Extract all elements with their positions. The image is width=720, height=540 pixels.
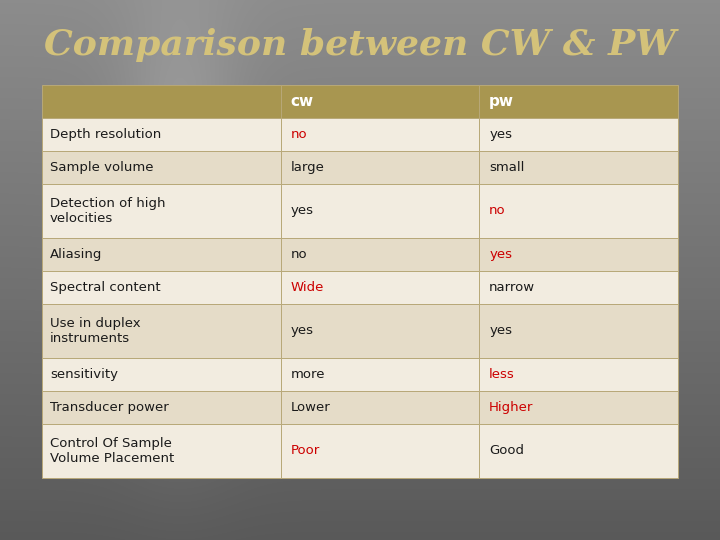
Bar: [480, 238, 678, 271]
Text: yes: yes: [490, 248, 512, 261]
Text: no: no: [290, 248, 307, 261]
Text: Transducer power: Transducer power: [50, 401, 168, 414]
Text: yes: yes: [490, 325, 512, 338]
Text: Wide: Wide: [290, 281, 324, 294]
Text: cw: cw: [290, 94, 314, 109]
Bar: [480, 424, 678, 478]
Text: yes: yes: [290, 204, 313, 218]
Bar: [480, 271, 678, 304]
Bar: [42, 184, 281, 238]
Bar: [42, 151, 281, 184]
Text: Aliasing: Aliasing: [50, 248, 102, 261]
Text: more: more: [290, 368, 325, 381]
Text: Depth resolution: Depth resolution: [50, 128, 161, 141]
Bar: [480, 391, 678, 424]
Text: large: large: [290, 161, 325, 174]
Text: Good: Good: [490, 444, 524, 457]
Bar: [281, 184, 480, 238]
Bar: [480, 184, 678, 238]
Bar: [281, 118, 480, 151]
Bar: [42, 424, 281, 478]
Bar: [281, 85, 480, 118]
Bar: [480, 151, 678, 184]
Text: pw: pw: [490, 94, 514, 109]
Bar: [281, 304, 480, 358]
Text: narrow: narrow: [490, 281, 536, 294]
Text: Poor: Poor: [290, 444, 320, 457]
Bar: [281, 424, 480, 478]
Bar: [281, 271, 480, 304]
Bar: [281, 358, 480, 391]
Bar: [480, 304, 678, 358]
Bar: [42, 358, 281, 391]
Text: Higher: Higher: [490, 401, 534, 414]
Bar: [42, 304, 281, 358]
Text: Comparison between CW & PW: Comparison between CW & PW: [44, 28, 676, 62]
Text: Use in duplex
instruments: Use in duplex instruments: [50, 316, 140, 345]
Text: Lower: Lower: [290, 401, 330, 414]
Text: yes: yes: [490, 128, 512, 141]
Bar: [42, 391, 281, 424]
Text: Detection of high
velocities: Detection of high velocities: [50, 197, 166, 225]
Bar: [281, 151, 480, 184]
Bar: [281, 391, 480, 424]
Text: Control Of Sample
Volume Placement: Control Of Sample Volume Placement: [50, 437, 174, 465]
Text: Spectral content: Spectral content: [50, 281, 161, 294]
Bar: [480, 358, 678, 391]
Bar: [42, 238, 281, 271]
Text: sensitivity: sensitivity: [50, 368, 118, 381]
Text: no: no: [490, 204, 506, 218]
Text: small: small: [490, 161, 525, 174]
Text: no: no: [290, 128, 307, 141]
Bar: [281, 238, 480, 271]
Text: Sample volume: Sample volume: [50, 161, 153, 174]
Bar: [480, 85, 678, 118]
Bar: [42, 85, 281, 118]
Bar: [480, 118, 678, 151]
Bar: [42, 118, 281, 151]
Text: yes: yes: [290, 325, 313, 338]
Text: less: less: [490, 368, 515, 381]
Bar: [42, 271, 281, 304]
